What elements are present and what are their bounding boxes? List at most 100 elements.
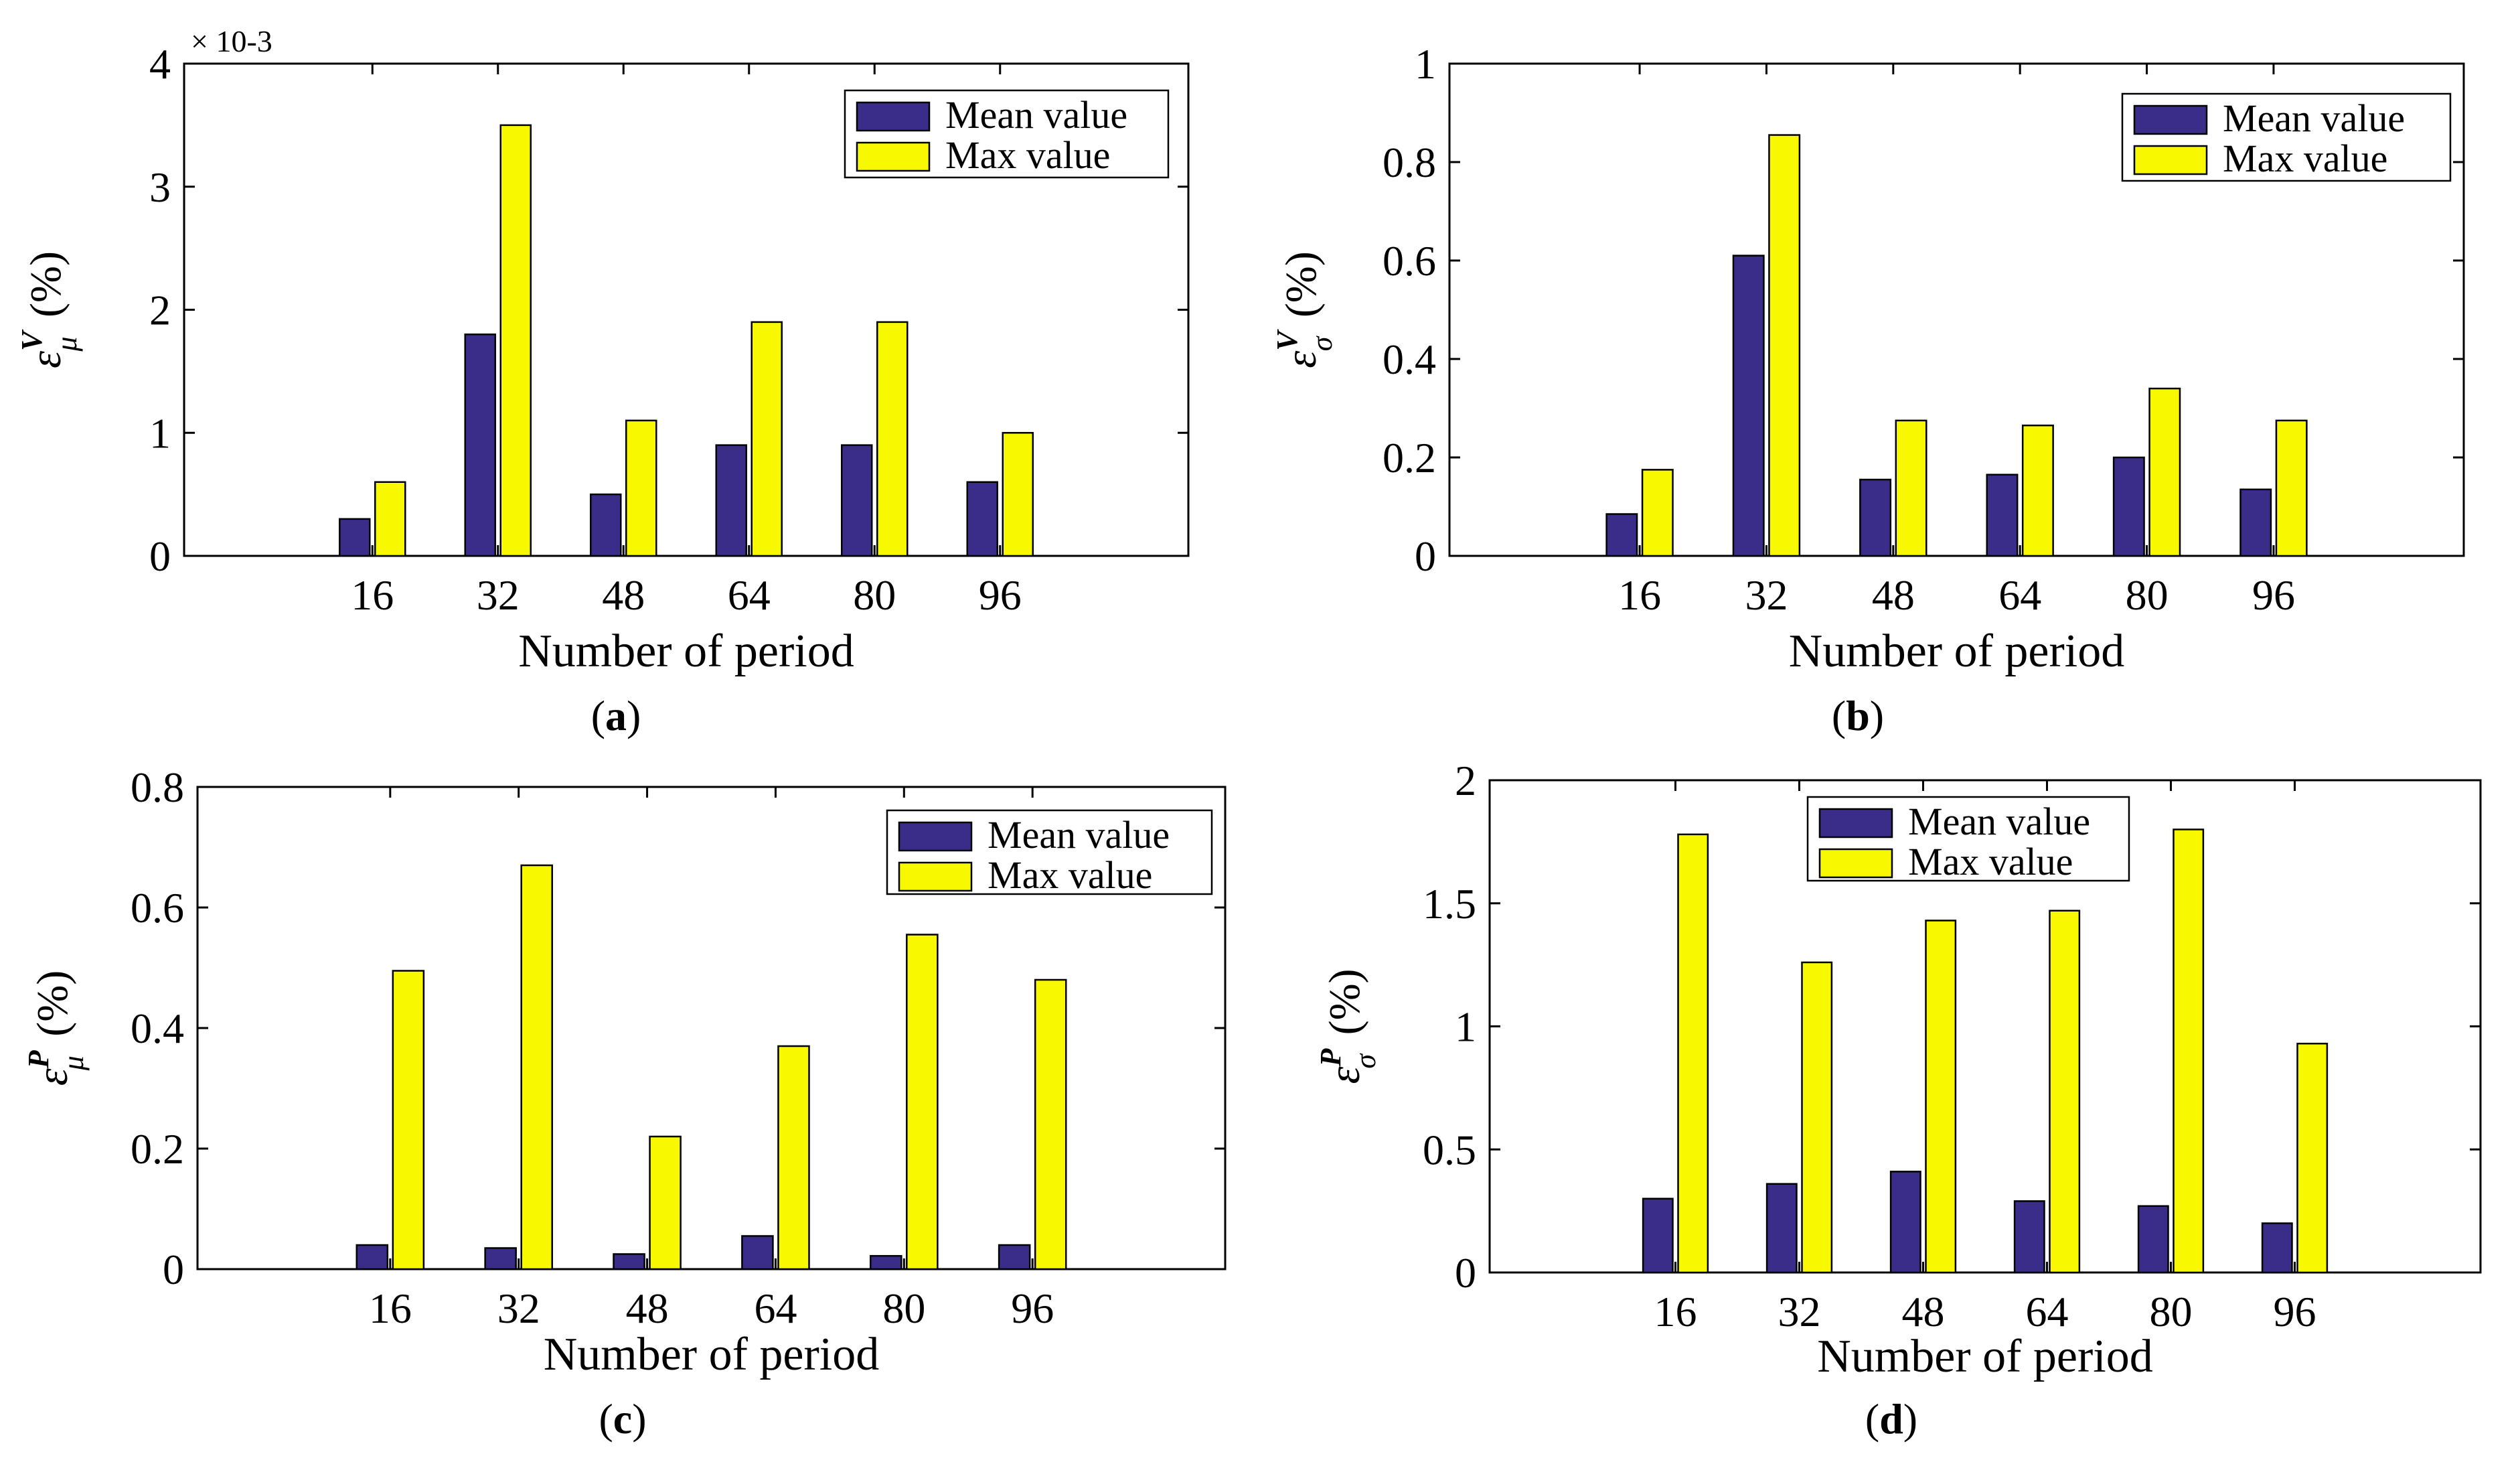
bar-mean-value xyxy=(1859,478,1892,557)
bar-max-value xyxy=(2296,1042,2329,1274)
panel-label: (d) xyxy=(1865,1395,1917,1443)
x-axis-label: Number of period xyxy=(518,626,854,677)
bar-mean-value xyxy=(590,493,622,557)
bar-max-value xyxy=(625,419,657,557)
panel-label-open: ( xyxy=(591,692,605,739)
panel-label-letter: a xyxy=(605,692,627,739)
y-axis-label: εPσ (%) xyxy=(1314,968,1382,1084)
bar-mean-value xyxy=(2239,488,2272,557)
panel-label-open: ( xyxy=(1865,1395,1879,1443)
y-axis-label: εVμ (%) xyxy=(15,251,83,368)
y-tick-label: 0.2 xyxy=(1383,434,1436,482)
y-label-sup: P xyxy=(22,1049,55,1069)
y-tick-label: 2 xyxy=(1455,757,1476,804)
y-tick-label: 0 xyxy=(1455,1249,1476,1297)
y-axis-label: εPμ (%) xyxy=(22,970,90,1086)
panel-label-letter: c xyxy=(613,1395,632,1443)
bar-mean-value xyxy=(1605,513,1638,557)
bar-max-value xyxy=(499,124,532,557)
y-label-symbol: ε xyxy=(1277,351,1326,368)
x-tick-label: 96 xyxy=(1011,1285,1054,1332)
y-tick-label: 0.6 xyxy=(131,884,184,932)
panel-label-close: ) xyxy=(632,1395,646,1443)
bar-max-value xyxy=(392,970,425,1270)
bar-max-value xyxy=(777,1045,810,1270)
y-label-sub: μ xyxy=(50,336,83,352)
y-label-sup: V xyxy=(1271,329,1304,351)
bar-mean-value xyxy=(1642,1197,1674,1274)
bar-max-value xyxy=(2173,828,2205,1274)
y-tick-label: 0 xyxy=(163,1246,184,1293)
x-tick-label: 64 xyxy=(2026,1288,2069,1335)
bar-mean-value xyxy=(613,1253,645,1270)
x-tick-label: 48 xyxy=(602,571,645,619)
x-axis-label: Number of period xyxy=(1789,626,2125,677)
bar-mean-value xyxy=(1889,1171,1921,1274)
y-exponent-label: × 10-3 xyxy=(191,24,272,58)
bar-max-value xyxy=(1801,961,1833,1274)
y-label-sup: P xyxy=(1314,1048,1347,1068)
x-axis-label: Number of period xyxy=(544,1329,880,1380)
x-tick-label: 80 xyxy=(882,1285,925,1332)
y-tick-label: 1.5 xyxy=(1423,880,1476,928)
y-label-sub: σ xyxy=(1349,1053,1382,1069)
y-tick-label: 0.6 xyxy=(1383,237,1436,285)
bar-mean-value xyxy=(356,1244,389,1270)
y-tick-label: 0.2 xyxy=(131,1125,184,1173)
bar-max-value xyxy=(1641,469,1674,557)
y-label-symbol: ε xyxy=(21,351,70,368)
bar-mean-value xyxy=(339,518,371,557)
legend-entry: Mean value xyxy=(945,93,1127,137)
legend-entry: Max value xyxy=(1908,840,2073,883)
y-label-symbol: ε xyxy=(1320,1067,1369,1084)
bar-mean-value xyxy=(1732,254,1765,557)
bar-mean-value xyxy=(484,1247,517,1270)
legend-entry: Max value xyxy=(2223,137,2387,180)
x-tick-label: 48 xyxy=(1872,571,1915,619)
y-tick-label: 0.8 xyxy=(131,763,184,811)
bar-max-value xyxy=(374,481,406,557)
y-tick-label: 0.4 xyxy=(131,1005,184,1052)
panel-label-close: ) xyxy=(1870,692,1884,739)
x-tick-label: 48 xyxy=(626,1285,669,1332)
panel-label-close: ) xyxy=(1903,1395,1917,1443)
bar-mean-value xyxy=(998,1244,1031,1270)
x-tick-label: 32 xyxy=(477,571,520,619)
x-tick-label: 32 xyxy=(1778,1288,1821,1335)
y-tick-label: 4 xyxy=(149,40,171,88)
bar-max-value xyxy=(906,934,939,1270)
y-label-symbol: ε xyxy=(28,1068,77,1086)
y-tick-label: 1 xyxy=(1415,40,1436,88)
y-tick-label: 3 xyxy=(149,163,171,211)
x-tick-label: 80 xyxy=(853,571,896,619)
panel-label-letter: d xyxy=(1879,1395,1903,1443)
y-label-unit: (%) xyxy=(21,251,70,328)
x-tick-label: 16 xyxy=(1654,1288,1697,1335)
bar-mean-value xyxy=(1986,473,2019,557)
legend-swatch-mean xyxy=(2133,104,2208,135)
x-tick-label: 64 xyxy=(1998,571,2041,619)
panel-label-open: ( xyxy=(599,1395,613,1443)
legend-swatch-max xyxy=(898,861,973,892)
bar-mean-value xyxy=(2261,1222,2293,1274)
x-tick-label: 32 xyxy=(497,1285,540,1332)
legend-swatch-mean xyxy=(898,821,973,852)
bar-mean-value xyxy=(870,1254,902,1270)
bar-max-value xyxy=(649,1135,682,1270)
bar-max-value xyxy=(1768,134,1801,557)
x-tick-label: 96 xyxy=(2274,1288,2316,1335)
bar-max-value xyxy=(751,321,783,557)
panel-label: (a) xyxy=(591,692,641,739)
bar-max-value xyxy=(1677,833,1709,1274)
legend-swatch-mean xyxy=(856,101,931,132)
bar-mean-value xyxy=(2137,1205,2169,1274)
x-tick-label: 48 xyxy=(1902,1288,1945,1335)
y-tick-label: 0.4 xyxy=(1383,336,1436,383)
chart-panel-b: 0 0.2 0.4 0.6 0.8 1 16 32 48 64 80 96 Mean valueMax … xyxy=(1271,40,2465,739)
x-tick-label: 32 xyxy=(1745,571,1788,619)
bar-max-value xyxy=(1034,978,1067,1270)
y-label-unit: (%) xyxy=(1277,251,1326,328)
y-tick-label: 0.8 xyxy=(1383,139,1436,186)
